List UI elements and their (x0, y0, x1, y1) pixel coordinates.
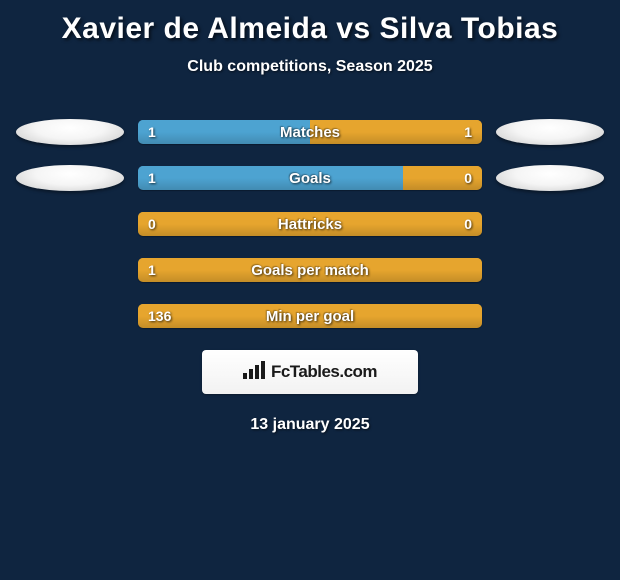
bar-right-segment (138, 212, 482, 236)
page-title: Xavier de Almeida vs Silva Tobias (0, 12, 620, 46)
stat-row: 136Min per goal (0, 304, 620, 328)
logo: FcTables.com (243, 361, 377, 384)
logo-text: FcTables.com (271, 362, 377, 382)
stat-row: 1Goals per match (0, 258, 620, 282)
player2-marker (496, 165, 604, 191)
bar-right-segment (403, 166, 482, 190)
bar-left-segment (138, 258, 482, 282)
bar-left-segment (138, 120, 310, 144)
stats-block: 11Matches 10Goals 00Hattricks 1Goals per ma… (0, 120, 620, 328)
stat-bar: 1Goals per match (138, 258, 482, 282)
date-text: 13 january 2025 (0, 416, 620, 434)
stat-bar: 136Min per goal (138, 304, 482, 328)
player1-marker (16, 165, 124, 191)
stat-bar: 11Matches (138, 120, 482, 144)
player2-marker (496, 119, 604, 145)
stat-row: 11Matches (0, 120, 620, 144)
stat-bar: 10Goals (138, 166, 482, 190)
stat-row: 10Goals (0, 166, 620, 190)
stat-row: 00Hattricks (0, 212, 620, 236)
bars-icon (243, 361, 265, 384)
bar-left-segment (138, 304, 482, 328)
stat-bar: 00Hattricks (138, 212, 482, 236)
comparison-infographic: Xavier de Almeida vs Silva Tobias Club c… (0, 0, 620, 580)
logo-box: FcTables.com (202, 350, 418, 394)
player1-marker (16, 119, 124, 145)
bar-left-segment (138, 166, 403, 190)
subtitle: Club competitions, Season 2025 (0, 58, 620, 76)
bar-right-segment (310, 120, 482, 144)
